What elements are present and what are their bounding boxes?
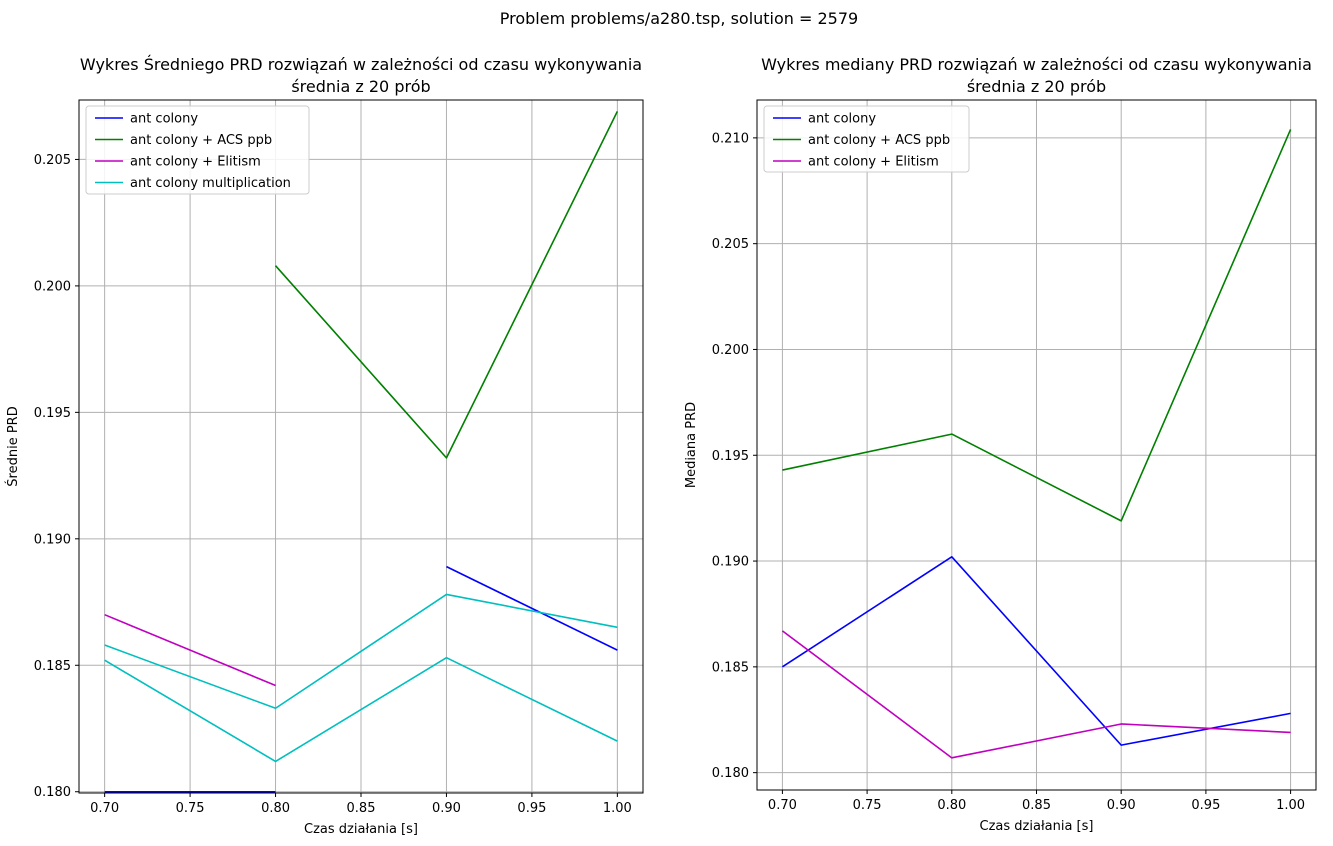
y-tick-label: 0.190 — [34, 532, 71, 547]
y-tick-label: 0.205 — [34, 153, 71, 168]
x-axis-label: Czas działania [s] — [304, 822, 418, 837]
y-tick-label: 0.200 — [712, 343, 749, 358]
x-tick-label: 0.75 — [853, 798, 882, 813]
y-tick-label: 0.195 — [34, 406, 71, 421]
chart-title-line: Wykres mediany PRD rozwiązań w zależnośc… — [761, 55, 1312, 74]
y-tick-label: 0.180 — [34, 785, 71, 800]
y-axis-label: Średnie PRD — [5, 406, 21, 486]
x-axis-label: Czas działania [s] — [980, 819, 1094, 834]
legend-label: ant colony — [808, 112, 876, 127]
x-tick-label: 0.85 — [1022, 798, 1051, 813]
y-tick-label: 0.200 — [34, 279, 71, 294]
chart-title-line: średnia z 20 prób — [291, 77, 430, 96]
y-tick-label: 0.210 — [712, 131, 749, 146]
x-tick-label: 0.90 — [432, 801, 461, 816]
x-tick-label: 0.85 — [347, 801, 376, 816]
x-tick-label: 0.80 — [937, 798, 966, 813]
x-tick-label: 1.00 — [603, 801, 632, 816]
x-tick-label: 0.70 — [768, 798, 797, 813]
legend-label: ant colony multiplication — [130, 176, 291, 191]
x-tick-label: 0.80 — [261, 801, 290, 816]
figure-suptitle: Problem problems/a280.tsp, solution = 25… — [500, 9, 858, 28]
y-tick-label: 0.185 — [712, 660, 749, 675]
y-tick-label: 0.180 — [712, 766, 749, 781]
x-tick-label: 0.95 — [1191, 798, 1220, 813]
chart-median-prd: Wykres mediany PRD rozwiązań w zależnośc… — [684, 55, 1316, 834]
legend-label: ant colony + Elitism — [130, 155, 261, 170]
chart-mean-prd: Wykres Średniego PRD rozwiązań w zależno… — [5, 55, 643, 837]
y-tick-label: 0.185 — [34, 659, 71, 674]
legend-label: ant colony + Elitism — [808, 155, 939, 170]
x-tick-label: 0.70 — [90, 801, 119, 816]
x-tick-label: 0.75 — [176, 801, 205, 816]
y-tick-label: 0.190 — [712, 555, 749, 570]
legend-label: ant colony + ACS ppb — [808, 133, 950, 148]
y-axis-label: Mediana PRD — [684, 402, 699, 488]
y-tick-label: 0.195 — [712, 449, 749, 464]
chart-title-line: średnia z 20 prób — [967, 77, 1106, 96]
x-tick-label: 1.00 — [1276, 798, 1305, 813]
chart-title-line: Wykres Średniego PRD rozwiązań w zależno… — [80, 55, 642, 74]
y-tick-label: 0.205 — [712, 237, 749, 252]
x-tick-label: 0.90 — [1107, 798, 1136, 813]
x-tick-label: 0.95 — [517, 801, 546, 816]
legend-label: ant colony + ACS ppb — [130, 133, 272, 148]
legend-label: ant colony — [130, 112, 198, 127]
